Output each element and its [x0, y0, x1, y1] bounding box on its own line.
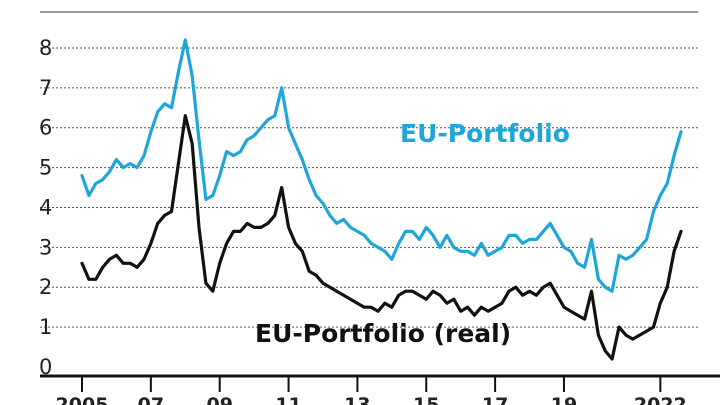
y-tick-label: 5 — [39, 156, 52, 180]
x-axis-ticks: 2005 07 09 11 13 15 17 19 2022 — [56, 376, 687, 405]
series-label-eu-portfolio: EU-Portfolio — [400, 119, 570, 148]
y-tick-label: 6 — [39, 116, 52, 140]
y-tick-label: 8 — [39, 36, 52, 60]
y-tick-label: 7 — [39, 76, 52, 100]
y-tick-label: 3 — [39, 235, 52, 259]
y-tick-label: 0 — [39, 355, 52, 379]
series-line-eu-portfolio-real — [80, 114, 683, 361]
y-tick-label: 4 — [39, 195, 52, 219]
series-layer — [80, 38, 683, 361]
y-axis-ticks: 0 1 2 3 4 5 6 7 8 — [39, 36, 52, 379]
x-tick-label: 11 — [275, 394, 301, 405]
x-tick-label: 2005 — [56, 394, 109, 405]
series-line-eu-portfolio — [80, 38, 683, 293]
x-tick-label: 15 — [413, 394, 439, 405]
x-tick-label: 2022 — [634, 394, 687, 405]
x-tick-label: 17 — [482, 394, 508, 405]
x-tick-label: 07 — [138, 394, 164, 405]
y-tick-label: 2 — [39, 275, 52, 299]
x-tick-label: 19 — [551, 394, 577, 405]
y-tick-label: 1 — [39, 315, 52, 339]
x-tick-label: 09 — [206, 394, 232, 405]
x-tick-label: 13 — [344, 394, 370, 405]
series-label-eu-portfolio-real: EU-Portfolio (real) — [255, 319, 511, 348]
